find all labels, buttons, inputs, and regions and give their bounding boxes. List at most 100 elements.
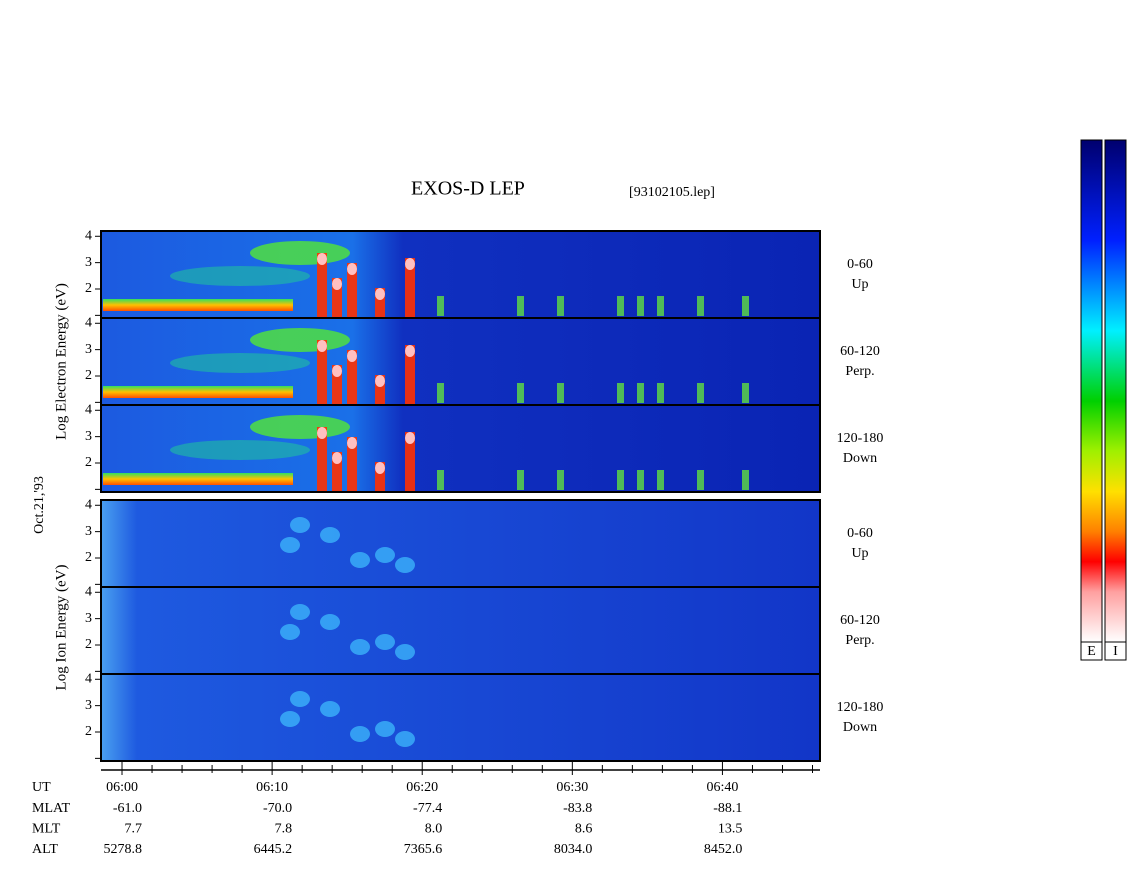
file-name: [93102105.lep]: [629, 185, 715, 200]
ion-blob: [375, 634, 395, 650]
green-arc: [170, 353, 310, 373]
ion-blob: [280, 537, 300, 553]
y-tick-label: 2: [85, 550, 92, 565]
activity-spike: [557, 296, 564, 316]
y-tick-label: 4: [85, 671, 92, 686]
direction: Down: [843, 451, 877, 466]
green-arc: [170, 266, 310, 286]
ion-blob: [350, 639, 370, 655]
spectrogram-panel: [100, 586, 821, 675]
ion-blob: [395, 731, 415, 747]
spectrogram-panel: [100, 230, 821, 319]
table-cell: 8.6: [575, 822, 593, 837]
red-spike: [375, 375, 385, 405]
bright-core: [375, 375, 385, 387]
activity-spike: [697, 470, 704, 490]
panel-frame: [100, 673, 821, 762]
ion-blob: [320, 527, 340, 543]
low-energy-band: [103, 386, 293, 398]
ion-blob: [350, 726, 370, 742]
spectrogram-panel: [100, 317, 821, 406]
bright-core: [375, 462, 385, 474]
color-bar-key: [1080, 641, 1103, 661]
y-tick-label: 4: [85, 315, 92, 330]
row-label: UT: [32, 780, 51, 795]
red-spike: [347, 437, 357, 492]
low-energy-band: [103, 473, 293, 485]
y-tick-label: 3: [85, 611, 92, 626]
activity-spike: [657, 296, 664, 316]
bright-core: [317, 253, 327, 265]
ion-blob: [280, 711, 300, 727]
table-cell: -77.4: [413, 801, 442, 816]
ion-blob: [290, 604, 310, 620]
direction: Down: [843, 720, 877, 735]
spectrogram-panel: [100, 499, 821, 588]
pitch-angle: 120-180: [837, 700, 884, 715]
ion-blob: [375, 721, 395, 737]
pitch-angle: 120-180: [837, 431, 884, 446]
direction: Perp.: [845, 364, 874, 379]
activity-spike: [657, 470, 664, 490]
red-spike: [317, 340, 327, 405]
red-spike: [347, 263, 357, 318]
color-bar: [1080, 139, 1103, 643]
red-spike: [317, 427, 327, 492]
table-cell: 7365.6: [404, 842, 443, 857]
red-spike: [347, 350, 357, 405]
activity-spike: [517, 383, 524, 403]
axis-label: Log Ion Energy (eV): [53, 565, 69, 691]
panel-background: [101, 587, 820, 674]
ion-blob: [280, 624, 300, 640]
ion-blob: [290, 517, 310, 533]
spectrogram-panel: [100, 404, 821, 493]
activity-spike: [637, 470, 644, 490]
y-tick-label: 2: [85, 455, 92, 470]
red-spike: [332, 452, 342, 492]
bright-core: [347, 437, 357, 449]
panel-background: [101, 674, 820, 761]
pitch-angle: 0-60: [847, 257, 873, 272]
activity-spike: [617, 470, 624, 490]
bright-core: [347, 350, 357, 362]
panel-background: [101, 500, 820, 587]
ion-blob: [350, 552, 370, 568]
title: EXOS-D LEP: [411, 178, 525, 200]
red-spike: [405, 345, 415, 405]
date-label: Oct.21,'93: [32, 476, 47, 534]
ion-blob: [320, 614, 340, 630]
row-label: MLT: [32, 822, 61, 837]
red-spike: [332, 278, 342, 318]
bright-core: [375, 288, 385, 300]
ion-blob: [375, 547, 395, 563]
table-cell: -61.0: [113, 801, 142, 816]
table-cell: -88.1: [713, 801, 742, 816]
activity-spike: [657, 383, 664, 403]
table-cell: 7.8: [275, 822, 293, 837]
color-bar-label: E: [1087, 644, 1096, 659]
low-energy-band: [103, 299, 293, 311]
color-bar: [1104, 139, 1127, 643]
activity-spike: [517, 296, 524, 316]
x-tick-label: 06:00: [106, 780, 138, 795]
red-spike: [375, 288, 385, 318]
activity-spike: [437, 470, 444, 490]
red-spike: [405, 258, 415, 318]
x-tick-label: 06:20: [406, 780, 438, 795]
table-cell: -70.0: [263, 801, 292, 816]
activity-spike: [742, 383, 749, 403]
row-label: MLAT: [32, 801, 71, 816]
y-tick-label: 3: [85, 255, 92, 270]
activity-spike: [617, 383, 624, 403]
red-spike: [405, 432, 415, 492]
color-bar-label: I: [1113, 644, 1118, 659]
y-tick-label: 3: [85, 524, 92, 539]
spectrogram-panel: [100, 673, 821, 762]
activity-spike: [517, 470, 524, 490]
y-tick-label: 2: [85, 281, 92, 296]
ion-blob: [290, 691, 310, 707]
bright-core: [332, 365, 342, 377]
bright-core: [332, 452, 342, 464]
y-tick-label: 4: [85, 228, 92, 243]
red-spike: [317, 253, 327, 318]
